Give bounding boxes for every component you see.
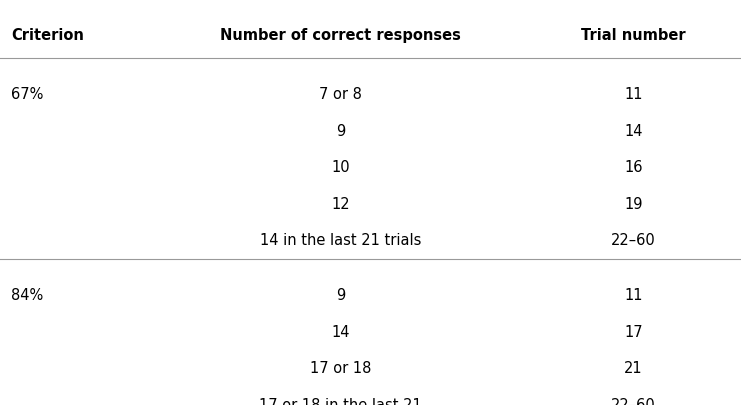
Text: 14: 14 (625, 124, 642, 139)
Text: 11: 11 (625, 288, 642, 303)
Text: 17 or 18: 17 or 18 (310, 360, 371, 375)
Text: 11: 11 (625, 87, 642, 102)
Text: Criterion: Criterion (11, 28, 84, 43)
Text: 67%: 67% (11, 87, 44, 102)
Text: 10: 10 (331, 160, 350, 175)
Text: 12: 12 (331, 196, 350, 211)
Text: Number of correct responses: Number of correct responses (220, 28, 462, 43)
Text: 14 in the last 21 trials: 14 in the last 21 trials (260, 233, 422, 248)
Text: 22–60: 22–60 (611, 397, 656, 405)
Text: 17 or 18 in the last 21: 17 or 18 in the last 21 (259, 397, 422, 405)
Text: Trial number: Trial number (581, 28, 686, 43)
Text: 9: 9 (336, 288, 345, 303)
Text: 17: 17 (624, 324, 643, 339)
Text: 21: 21 (624, 360, 643, 375)
Text: 14: 14 (332, 324, 350, 339)
Text: 84%: 84% (11, 288, 44, 303)
Text: 16: 16 (625, 160, 642, 175)
Text: 7 or 8: 7 or 8 (319, 87, 362, 102)
Text: 22–60: 22–60 (611, 233, 656, 248)
Text: 9: 9 (336, 124, 345, 139)
Text: 19: 19 (625, 196, 642, 211)
